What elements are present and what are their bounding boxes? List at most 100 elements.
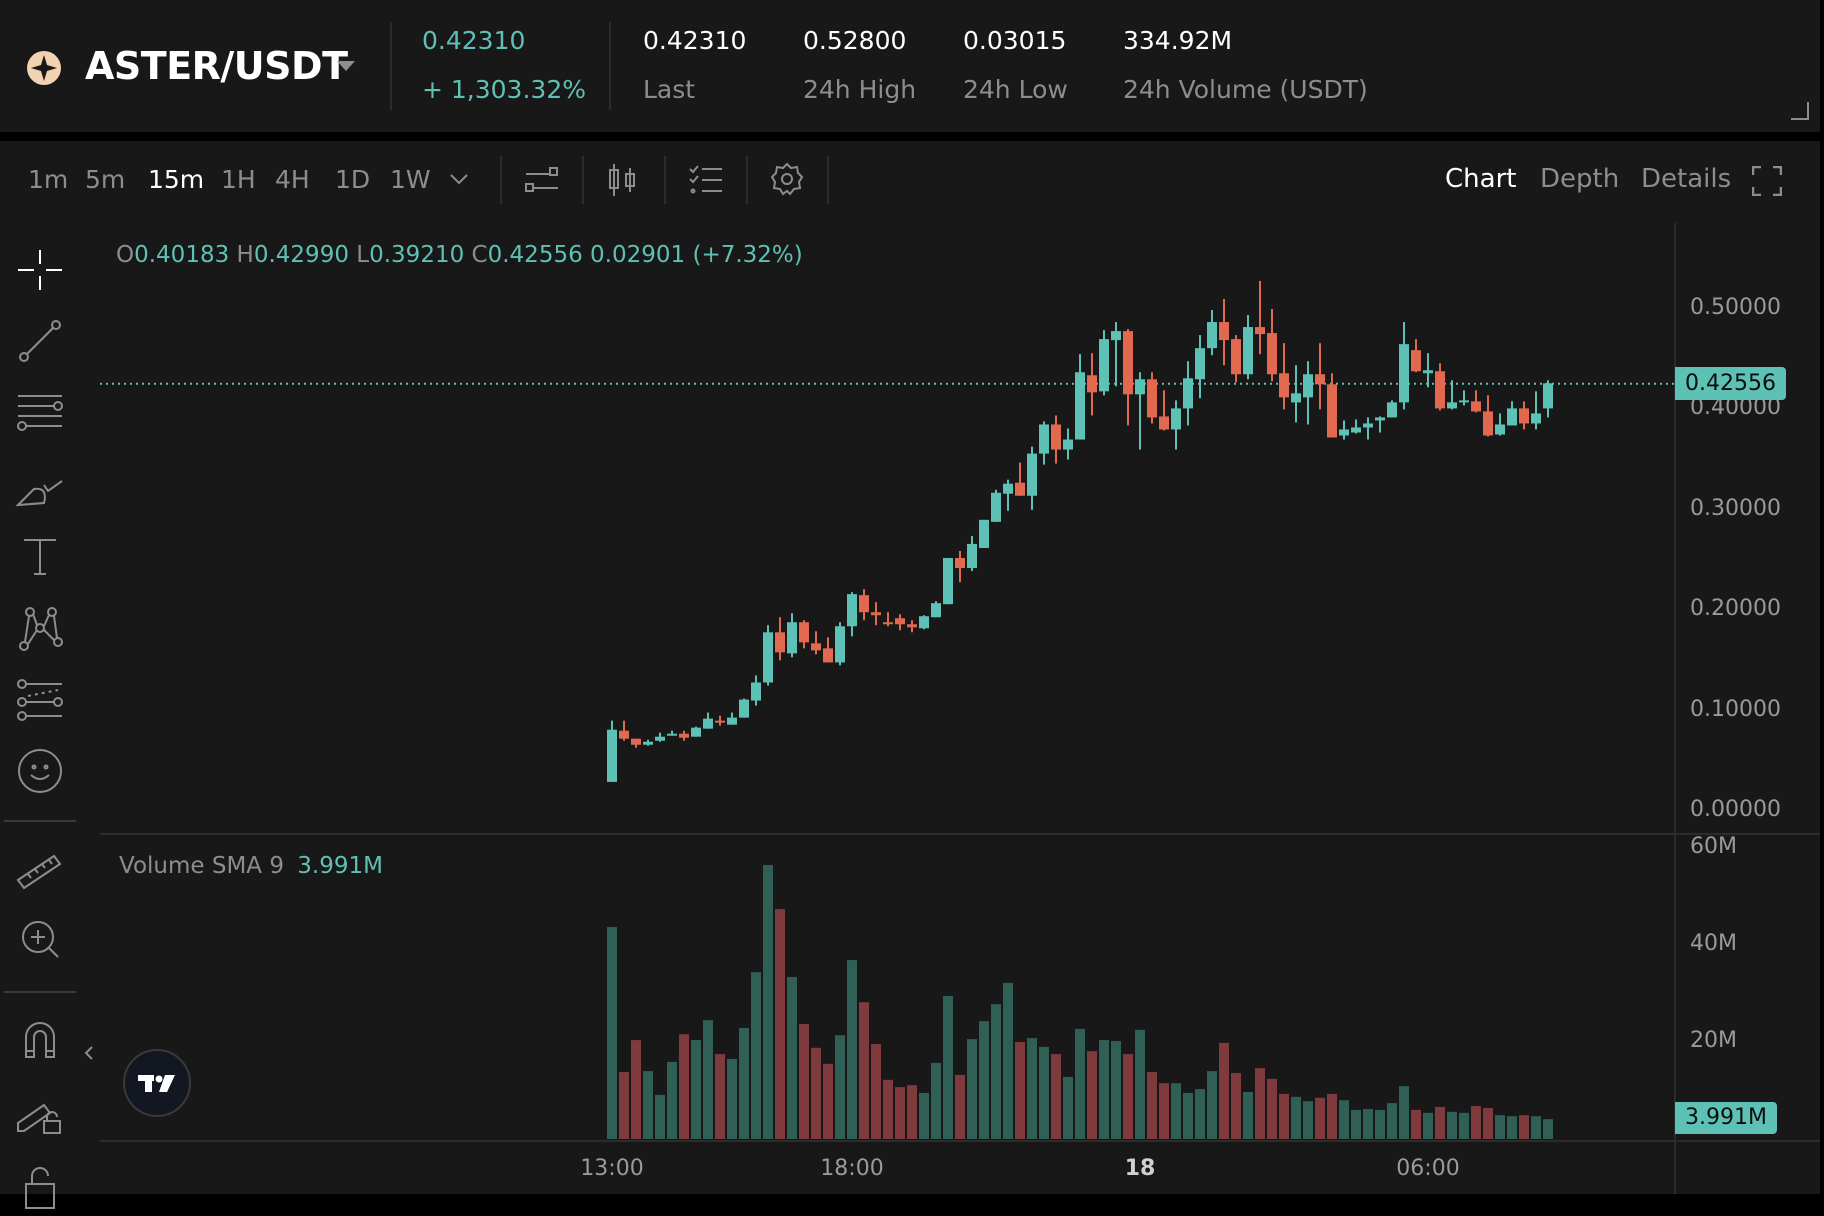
- volume-value: 3.991M: [297, 853, 383, 879]
- candle-body: [883, 622, 893, 625]
- volume-bar: [751, 972, 761, 1139]
- volume-bar: [1423, 1112, 1433, 1139]
- volume-bar: [1231, 1073, 1241, 1139]
- open-value: 0.40183: [134, 242, 230, 268]
- candle-body: [1087, 375, 1097, 393]
- candle-body: [1171, 408, 1181, 430]
- tab-chart[interactable]: Chart: [1445, 164, 1517, 194]
- volume-bar: [1459, 1112, 1469, 1139]
- candle-body: [847, 594, 857, 627]
- horizontal-lines-tool[interactable]: [14, 386, 66, 438]
- timeframe-1h[interactable]: 1H: [221, 165, 256, 194]
- stat-high-label: 24h High: [803, 75, 917, 104]
- divider: [827, 156, 829, 204]
- tradingview-logo[interactable]: [123, 1049, 191, 1117]
- volume-bar: [1507, 1116, 1517, 1139]
- candle-body: [739, 699, 749, 718]
- candle-body: [607, 729, 617, 782]
- brush-tool[interactable]: [14, 459, 66, 511]
- low-label: L: [356, 242, 370, 268]
- stat-volume-value: 334.92M: [1123, 26, 1233, 55]
- volume-bar: [847, 960, 857, 1139]
- resize-handle-icon[interactable]: [1790, 101, 1810, 121]
- candle-body: [835, 626, 845, 663]
- volume-bar: [679, 1034, 689, 1139]
- volume-bar: [1435, 1106, 1445, 1139]
- volume-bar: [1411, 1109, 1421, 1139]
- candle-body: [1507, 408, 1517, 426]
- candle-body: [643, 741, 653, 745]
- candle-body: [1483, 411, 1493, 436]
- timeframe-4h[interactable]: 4H: [275, 165, 310, 194]
- volume-bar: [859, 1002, 869, 1139]
- timeframe-1w[interactable]: 1W: [390, 165, 431, 194]
- candle-body: [1351, 427, 1361, 433]
- candle-body: [907, 624, 917, 628]
- fib-tool[interactable]: [14, 674, 66, 726]
- timeframe-5m[interactable]: 5m: [85, 165, 126, 194]
- volume-bar: [1387, 1103, 1397, 1139]
- candle-body: [775, 632, 785, 653]
- emoji-tool[interactable]: [14, 745, 66, 797]
- candle-type-icon[interactable]: [606, 162, 638, 198]
- volume-bar: [799, 1024, 809, 1139]
- volume-bar: [1051, 1054, 1061, 1139]
- time-tick-label: 18: [1124, 1156, 1156, 1181]
- crosshair-icon: [18, 250, 62, 290]
- settings-icon[interactable]: [770, 162, 804, 196]
- pattern-tool[interactable]: [14, 602, 66, 654]
- tab-details[interactable]: Details: [1641, 164, 1732, 194]
- volume-bar: [1159, 1083, 1169, 1139]
- tradingview-logo-icon: [138, 1075, 175, 1092]
- tab-depth[interactable]: Depth: [1540, 164, 1620, 194]
- zoom-in-tool[interactable]: [14, 913, 66, 965]
- chevron-down-icon[interactable]: [449, 173, 469, 187]
- divider: [390, 22, 392, 110]
- pair-selector[interactable]: ASTER/USDT: [85, 44, 348, 88]
- candle-body: [1135, 379, 1145, 395]
- volume-bar: [1147, 1072, 1157, 1139]
- volume-bar: [1111, 1041, 1121, 1139]
- text-tool[interactable]: [14, 530, 66, 582]
- volume-bar: [787, 977, 797, 1139]
- candle-body: [631, 738, 641, 745]
- last-price-badge: 0.42556: [1675, 367, 1786, 400]
- volume-badge: 3.991M: [1675, 1102, 1777, 1134]
- timeframe-1d[interactable]: 1D: [335, 165, 371, 194]
- ruler-tool[interactable]: [14, 842, 66, 894]
- lock-drawing-tool[interactable]: [14, 1085, 66, 1137]
- magnet-tool[interactable]: [14, 1013, 66, 1065]
- timeframe-15m[interactable]: 15m: [148, 165, 205, 194]
- collapse-toolbar-icon[interactable]: [83, 1045, 95, 1061]
- fullscreen-icon[interactable]: [1752, 166, 1782, 196]
- candle-body: [871, 612, 881, 616]
- candle-body: [1003, 483, 1013, 494]
- price-tick-label: 0.30000: [1690, 495, 1781, 521]
- candle-body: [787, 622, 797, 654]
- volume-bar: [703, 1020, 713, 1139]
- candle-body: [1375, 417, 1385, 421]
- caret-down-icon[interactable]: [337, 61, 355, 73]
- candle-body: [955, 557, 965, 569]
- timeframe-1m[interactable]: 1m: [28, 165, 69, 194]
- low-value: 0.39210: [369, 242, 465, 268]
- open-label: O: [116, 242, 135, 268]
- volume-bar: [1351, 1109, 1361, 1139]
- candle-body: [811, 643, 821, 651]
- crosshair-tool[interactable]: [14, 244, 66, 296]
- candle-body: [1279, 373, 1289, 398]
- candle-body: [1411, 350, 1421, 372]
- trend-line-tool[interactable]: [14, 315, 66, 367]
- horizontal-lines-icon: [17, 395, 63, 431]
- indicators-icon[interactable]: [524, 164, 560, 196]
- candle-body: [943, 557, 953, 605]
- templates-icon[interactable]: [688, 164, 724, 196]
- volume-bar: [1243, 1091, 1253, 1139]
- candle-body: [1459, 400, 1469, 403]
- candle-body: [679, 733, 689, 738]
- volume-bar: [691, 1040, 701, 1139]
- stat-low-label: 24h Low: [963, 75, 1068, 104]
- volume-bar: [1303, 1101, 1313, 1139]
- candle-body: [1051, 424, 1061, 450]
